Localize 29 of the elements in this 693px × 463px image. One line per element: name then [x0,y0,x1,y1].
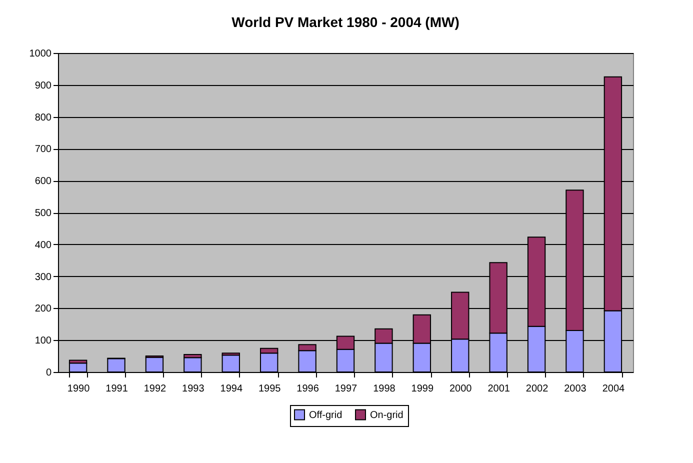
x-tick-label: 1991 [106,384,128,394]
x-tick-label: 1997 [334,384,358,394]
y-tick-label: 700 [34,144,52,156]
legend-label: On-grid [370,410,404,421]
y-tick-label: 400 [34,240,52,251]
y-tick-label: 500 [34,208,52,219]
chart-title: World PV Market 1980 - 2004 (MW) [232,14,460,30]
legend-label: Off-grid [309,410,342,421]
x-tick-label: 2004 [602,384,625,394]
y-tick-label: 100 [34,336,52,347]
x-tick-label: 2001 [488,384,510,394]
x-tick-label: 2002 [526,384,549,394]
x-tick-label: 1996 [296,384,320,394]
x-tick-label: 1995 [258,384,282,394]
y-tick-label: 900 [34,80,52,92]
y-tick-label: 800 [34,112,52,124]
y-tick-label: 1000 [29,48,52,60]
x-tick-label: 1992 [144,384,167,394]
x-tick-label: 1994 [220,384,243,394]
x-tick-label: 1999 [411,384,434,394]
x-tick-label: 1998 [373,384,396,394]
y-tick-label: 0 [46,368,52,378]
x-tick-label: 1990 [67,384,90,394]
x-tick-label: 2003 [564,384,587,394]
y-tick-label: 200 [34,304,52,315]
x-tick-label: 1993 [182,384,205,394]
x-tick-label: 2000 [449,384,472,394]
y-tick-label: 600 [34,176,52,188]
y-tick-label: 300 [34,272,52,283]
